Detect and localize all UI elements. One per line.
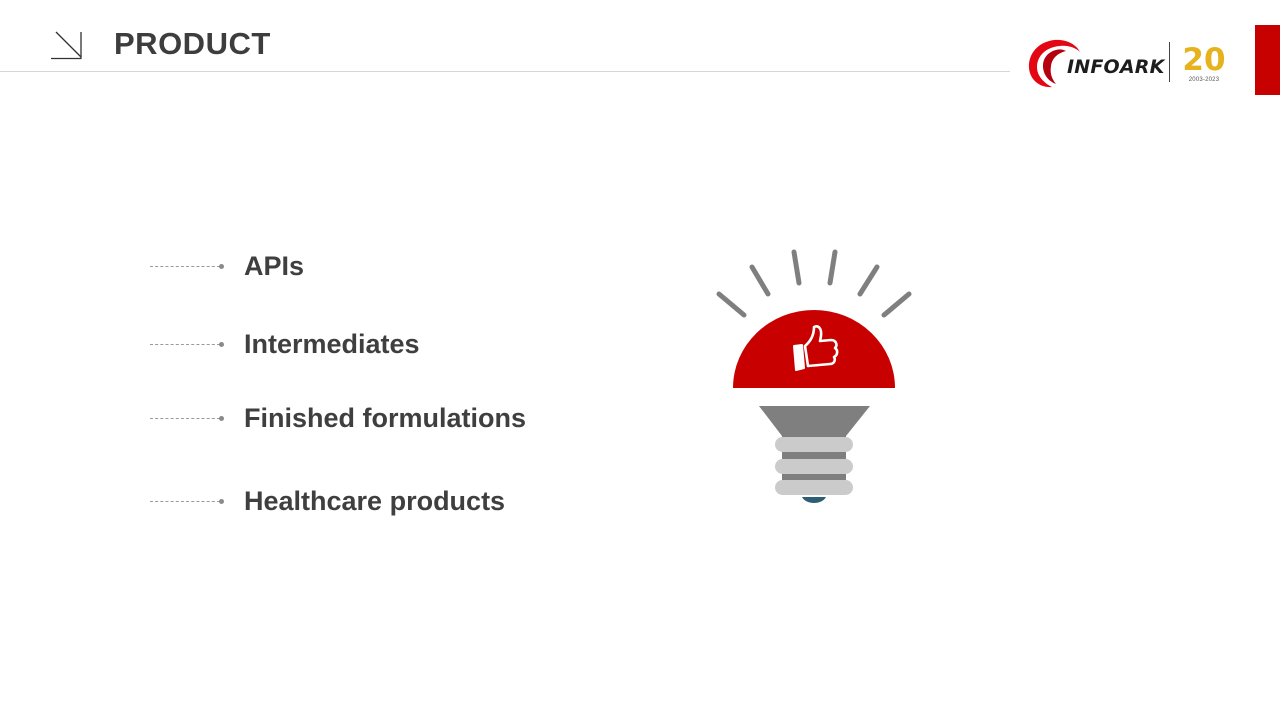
list-item: APIs bbox=[150, 251, 304, 281]
accent-bar bbox=[1255, 25, 1280, 95]
dashed-leader bbox=[150, 413, 225, 423]
socket-thread bbox=[775, 459, 853, 474]
product-item-apis: APIs bbox=[244, 250, 305, 281]
product-item-healthcare-products: Healthcare products bbox=[244, 485, 506, 516]
product-item-finished-formulations: Finished formulations bbox=[244, 402, 527, 433]
light-bulb-icon bbox=[716, 249, 912, 503]
dashed-leader bbox=[150, 339, 225, 349]
logo-divider bbox=[1169, 42, 1170, 82]
header-divider bbox=[0, 71, 1010, 72]
socket-thread bbox=[775, 437, 853, 452]
list-item: Intermediates bbox=[150, 329, 420, 359]
socket-thread bbox=[775, 480, 853, 495]
bulb-glass bbox=[733, 310, 895, 388]
infoark-swoosh-icon bbox=[1028, 39, 1080, 88]
page-title: PRODUCT bbox=[114, 26, 271, 61]
anniversary-emblem-icon: 20 bbox=[1182, 42, 1225, 78]
dashed-leader bbox=[150, 261, 225, 271]
anniversary-years: 2003-2023 bbox=[1188, 77, 1220, 83]
company-logo: INFOARK 20 2003-2023 bbox=[1026, 36, 1236, 92]
anniversary-number: 20 bbox=[1182, 42, 1225, 78]
bulb-tip bbox=[802, 497, 826, 503]
list-item: Healthcare products bbox=[150, 486, 505, 516]
bulb-neck bbox=[759, 406, 870, 436]
product-item-intermediates: Intermediates bbox=[244, 328, 420, 359]
light-rays bbox=[716, 249, 912, 318]
list-item: Finished formulations bbox=[150, 403, 526, 433]
thumbs-up-icon bbox=[793, 325, 839, 371]
dashed-leader bbox=[150, 496, 225, 506]
arrow-down-right-icon bbox=[51, 31, 82, 60]
brand-wordmark: INFOARK bbox=[1067, 56, 1165, 78]
